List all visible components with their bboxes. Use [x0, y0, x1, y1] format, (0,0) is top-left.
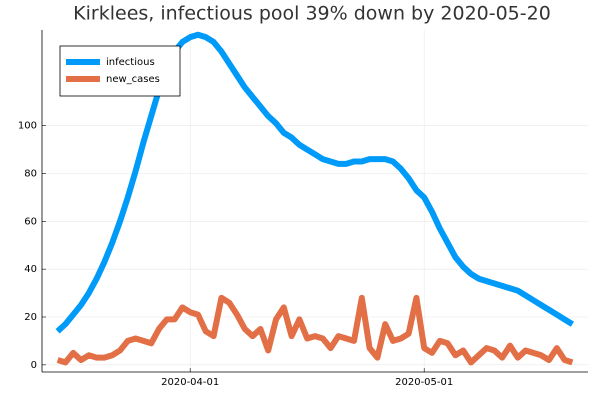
x-tick-label: 2020-04-01 [161, 377, 219, 388]
series-line [56, 294, 574, 366]
series-line [55, 31, 574, 334]
legend-label: new_cases [106, 74, 160, 85]
y-tick-label: 40 [24, 264, 37, 275]
y-tick-label: 20 [24, 312, 37, 323]
legend-label: infectious [106, 57, 155, 68]
y-tick-label: 100 [18, 121, 37, 132]
legend-box [59, 45, 181, 97]
y-tick-label: 60 [24, 216, 37, 227]
chart-title: Kirklees, infectious pool 39% down by 20… [73, 3, 551, 25]
y-tick-label: 80 [24, 168, 37, 179]
y-tick-label: 0 [31, 360, 37, 371]
x-tick-label: 2020-05-01 [395, 377, 453, 388]
